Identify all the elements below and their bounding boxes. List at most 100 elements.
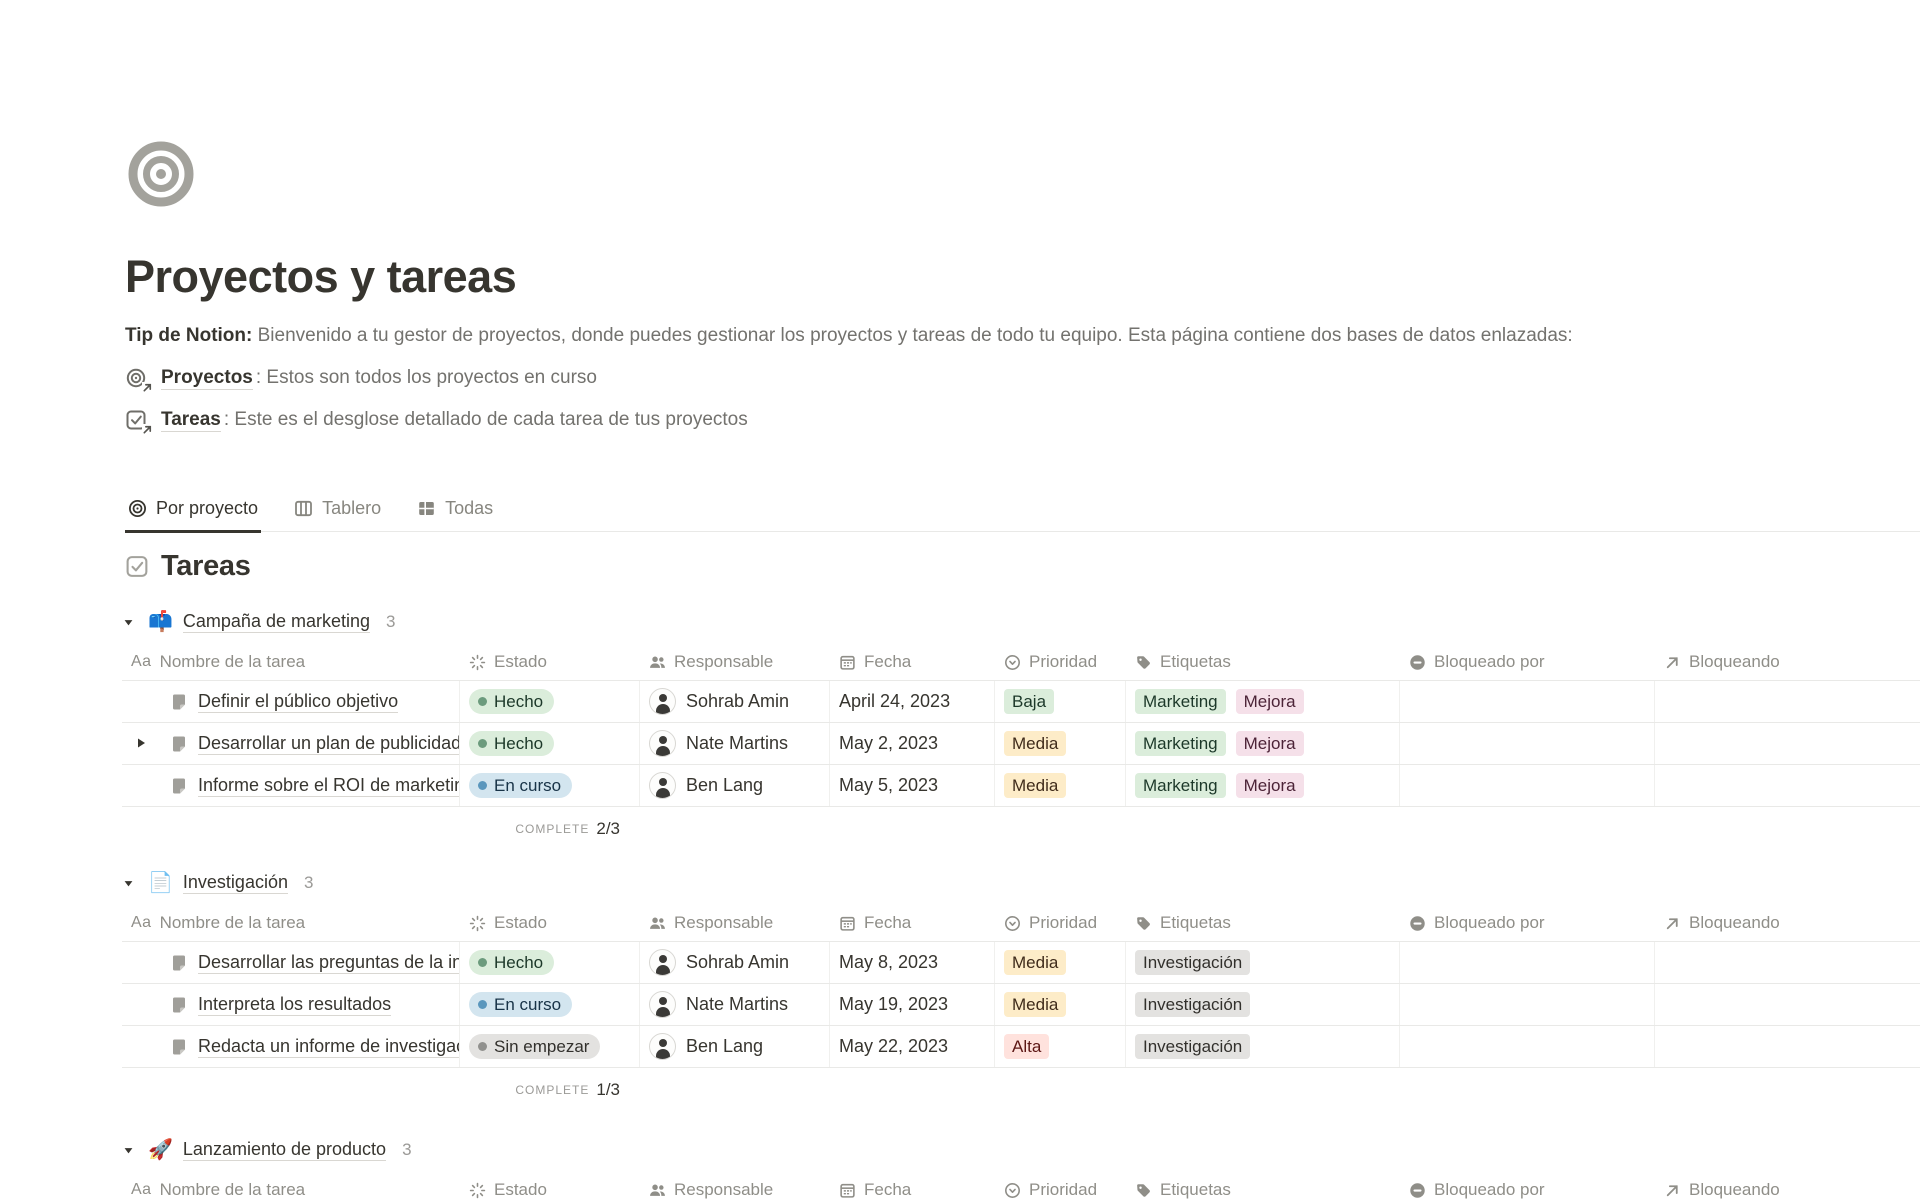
date-cell[interactable]: May 2, 2023: [830, 723, 995, 764]
column-header-fecha[interactable]: Fecha: [830, 1172, 995, 1199]
chevron-down-icon[interactable]: [122, 616, 148, 629]
column-header-estado[interactable]: Estado: [460, 1172, 640, 1199]
column-header-prioridad[interactable]: Prioridad: [995, 905, 1126, 941]
tags-cell[interactable]: Investigación: [1126, 984, 1400, 1025]
status-cell[interactable]: Hecho: [460, 681, 640, 722]
blocked-by-cell[interactable]: [1400, 1026, 1655, 1067]
priority-cell[interactable]: Alta: [995, 1026, 1126, 1067]
column-header-bloqueando[interactable]: Bloqueando: [1655, 644, 1917, 680]
tags-cell[interactable]: Marketing Mejora: [1126, 681, 1400, 722]
complete-aggregate[interactable]: COMPLETE 2/3: [460, 807, 640, 851]
date-cell[interactable]: May 19, 2023: [830, 984, 995, 1025]
section-title[interactable]: Tareas: [161, 549, 251, 582]
assignee-cell[interactable]: Ben Lang: [640, 1026, 830, 1067]
priority-cell[interactable]: Media: [995, 942, 1126, 983]
status-cell[interactable]: Sin empezar: [460, 1026, 640, 1067]
status-dot-icon: [478, 781, 487, 790]
tab-por-proyecto[interactable]: Por proyecto: [125, 490, 262, 533]
column-header-responsable[interactable]: Responsable: [640, 644, 830, 680]
date-cell[interactable]: May 5, 2023: [830, 765, 995, 806]
tags-cell[interactable]: Investigación: [1126, 1026, 1400, 1067]
column-header-nombre[interactable]: Aa Nombre de la tarea: [122, 905, 460, 941]
column-header-bloqueado-por[interactable]: Bloqueado por: [1400, 644, 1655, 680]
task-name-link[interactable]: Interpreta los resultados: [198, 993, 392, 1016]
task-name-link[interactable]: Desarrollar las preguntas de la investig…: [198, 952, 459, 974]
tab-tablero[interactable]: Tablero: [291, 490, 384, 533]
link-proyectos[interactable]: Proyectos: [161, 366, 253, 390]
assignee-cell[interactable]: Nate Martins: [640, 723, 830, 764]
date-cell[interactable]: April 24, 2023: [830, 681, 995, 722]
blocking-cell[interactable]: [1655, 942, 1917, 983]
page-icon-target[interactable]: [125, 138, 197, 210]
task-name-link[interactable]: Redacta un informe de investigación: [198, 1036, 459, 1058]
tab-todas[interactable]: Todas: [414, 490, 496, 533]
status-cell[interactable]: En curso: [460, 984, 640, 1025]
task-name-cell[interactable]: Redacta un informe de investigación: [122, 1026, 460, 1067]
tags-cell[interactable]: Marketing Mejora: [1126, 723, 1400, 764]
column-header-bloqueando[interactable]: Bloqueando: [1655, 1172, 1917, 1199]
column-header-prioridad[interactable]: Prioridad: [995, 1172, 1126, 1199]
status-cell[interactable]: Hecho: [460, 942, 640, 983]
column-header-prioridad[interactable]: Prioridad: [995, 644, 1126, 680]
column-header-nombre[interactable]: Aa Nombre de la tarea: [122, 644, 460, 680]
assignee-cell[interactable]: Ben Lang: [640, 765, 830, 806]
group-name-link[interactable]: Investigación: [182, 872, 288, 894]
chevron-down-icon[interactable]: [122, 877, 148, 890]
column-header-bloqueando[interactable]: Bloqueando: [1655, 905, 1917, 941]
priority-cell[interactable]: Baja: [995, 681, 1126, 722]
column-header-etiquetas[interactable]: Etiquetas: [1126, 905, 1400, 941]
status-cell[interactable]: Hecho: [460, 723, 640, 764]
blocked-by-cell[interactable]: [1400, 765, 1655, 806]
assignee-name: Ben Lang: [686, 1036, 764, 1056]
column-header-responsable[interactable]: Responsable: [640, 905, 830, 941]
assignee-cell[interactable]: Sohrab Amin: [640, 942, 830, 983]
link-tareas[interactable]: Tareas: [161, 408, 221, 432]
date-cell[interactable]: May 8, 2023: [830, 942, 995, 983]
column-label: Fecha: [864, 652, 912, 671]
task-name-link[interactable]: Informe sobre el ROI de marketing: [198, 775, 459, 797]
tags-cell[interactable]: Investigación: [1126, 942, 1400, 983]
group-name-link[interactable]: Campaña de marketing: [182, 611, 371, 633]
blocked-by-cell[interactable]: [1400, 942, 1655, 983]
group-name-link[interactable]: Lanzamiento de producto: [182, 1139, 387, 1161]
priority-cell[interactable]: Media: [995, 723, 1126, 764]
tags-cell[interactable]: Marketing Mejora: [1126, 765, 1400, 806]
assignee-cell[interactable]: Nate Martins: [640, 984, 830, 1025]
blocking-cell[interactable]: [1655, 984, 1917, 1025]
chevron-right-icon[interactable]: [135, 736, 147, 750]
blocked-by-cell[interactable]: [1400, 984, 1655, 1025]
blocking-cell[interactable]: [1655, 723, 1917, 764]
date-cell[interactable]: May 22, 2023: [830, 1026, 995, 1067]
linked-db-proyectos[interactable]: Proyectos : Estos son todos los proyecto…: [125, 364, 1920, 393]
status-cell[interactable]: En curso: [460, 765, 640, 806]
column-header-fecha[interactable]: Fecha: [830, 905, 995, 941]
task-name-link[interactable]: Desarrollar un plan de publicidad: [198, 732, 460, 755]
priority-cell[interactable]: Media: [995, 765, 1126, 806]
column-header-estado[interactable]: Estado: [460, 644, 640, 680]
task-name-cell[interactable]: Desarrollar las preguntas de la investig…: [122, 942, 460, 983]
linked-db-tareas[interactable]: Tareas : Este es el desglose detallado d…: [125, 406, 1920, 435]
blocking-cell[interactable]: [1655, 1026, 1917, 1067]
chevron-down-icon[interactable]: [122, 1144, 148, 1157]
complete-aggregate[interactable]: COMPLETE 1/3: [460, 1068, 640, 1112]
page-title[interactable]: Proyectos y tareas: [125, 251, 517, 302]
task-name-cell[interactable]: Definir el público objetivo: [122, 681, 460, 722]
blocking-cell[interactable]: [1655, 681, 1917, 722]
column-header-bloqueado-por[interactable]: Bloqueado por: [1400, 1172, 1655, 1199]
column-header-estado[interactable]: Estado: [460, 905, 640, 941]
column-header-etiquetas[interactable]: Etiquetas: [1126, 1172, 1400, 1199]
task-name-cell[interactable]: Interpreta los resultados: [122, 984, 460, 1025]
column-header-responsable[interactable]: Responsable: [640, 1172, 830, 1199]
column-header-etiquetas[interactable]: Etiquetas: [1126, 644, 1400, 680]
assignee-cell[interactable]: Sohrab Amin: [640, 681, 830, 722]
column-header-bloqueado-por[interactable]: Bloqueado por: [1400, 905, 1655, 941]
column-header-nombre[interactable]: Aa Nombre de la tarea: [122, 1172, 460, 1199]
blocking-cell[interactable]: [1655, 765, 1917, 806]
column-header-fecha[interactable]: Fecha: [830, 644, 995, 680]
blocked-by-cell[interactable]: [1400, 681, 1655, 722]
priority-cell[interactable]: Media: [995, 984, 1126, 1025]
task-name-cell[interactable]: Informe sobre el ROI de marketing: [122, 765, 460, 806]
task-name-cell[interactable]: Desarrollar un plan de publicidad: [122, 723, 460, 764]
blocked-by-cell[interactable]: [1400, 723, 1655, 764]
task-name-link[interactable]: Definir el público objetivo: [198, 690, 399, 713]
